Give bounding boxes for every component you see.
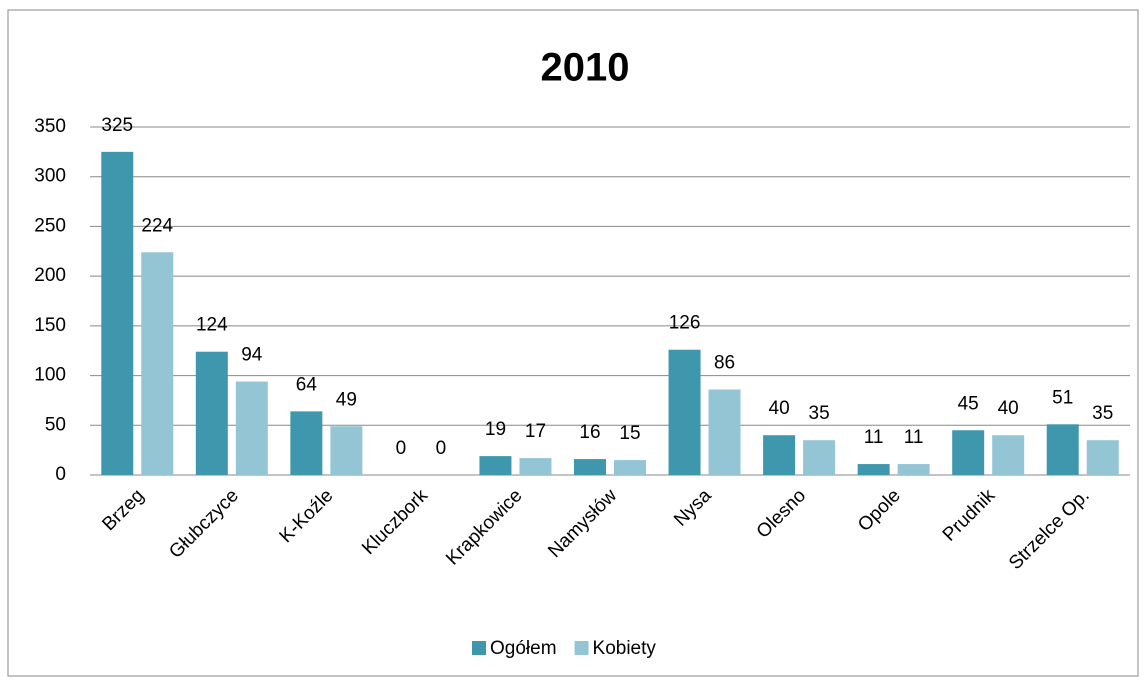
data-label: 11 [864, 427, 884, 448]
data-label: 325 [101, 115, 133, 136]
bar [330, 426, 363, 475]
y-tick-label: 50 [45, 414, 66, 435]
y-tick-label: 250 [34, 215, 66, 236]
bar [195, 351, 228, 475]
bar [479, 456, 512, 475]
bar [952, 430, 985, 475]
data-label: 94 [241, 345, 263, 366]
legend-swatch [472, 641, 486, 655]
chart-border [7, 9, 1139, 677]
legend-label: Ogółem [490, 638, 557, 659]
bar [992, 435, 1025, 475]
data-label: 40 [998, 398, 1019, 419]
y-tick-label: 0 [55, 464, 66, 485]
y-tick-label: 150 [34, 315, 66, 336]
data-label: 126 [669, 313, 701, 334]
bar [519, 458, 552, 475]
bar [1086, 440, 1119, 475]
data-label: 86 [714, 353, 735, 374]
data-label: 49 [336, 389, 357, 410]
data-label: 124 [196, 315, 228, 336]
bar [857, 464, 890, 475]
y-tick-label: 300 [34, 166, 66, 187]
bar [290, 411, 323, 475]
bar [614, 460, 646, 475]
y-tick-label: 100 [34, 365, 66, 386]
y-tick-label: 200 [34, 265, 66, 286]
data-label: 15 [619, 423, 640, 444]
data-label: 35 [1092, 403, 1113, 424]
bar [897, 464, 930, 475]
legend-swatch [574, 641, 589, 655]
bar [141, 252, 174, 475]
data-label: 17 [525, 421, 546, 442]
data-label: 0 [396, 438, 407, 459]
data-label: 35 [809, 403, 830, 424]
bar [235, 381, 268, 475]
bar [574, 459, 606, 475]
chart-title: 2010 [541, 46, 630, 90]
data-label: 19 [485, 419, 506, 440]
bar [668, 349, 701, 475]
data-label: 51 [1052, 387, 1073, 408]
legend-label: Kobiety [593, 638, 657, 659]
bar [708, 389, 741, 475]
data-label: 224 [141, 215, 173, 236]
data-label: 45 [958, 393, 979, 414]
data-label: 0 [436, 438, 447, 459]
data-label: 64 [296, 374, 318, 395]
data-label: 11 [904, 427, 924, 448]
y-tick-label: 350 [34, 116, 66, 137]
bar [101, 151, 134, 475]
data-label: 40 [769, 398, 790, 419]
bar [803, 440, 836, 475]
bar [1046, 424, 1079, 475]
bar [763, 435, 796, 475]
data-label: 16 [579, 422, 600, 443]
